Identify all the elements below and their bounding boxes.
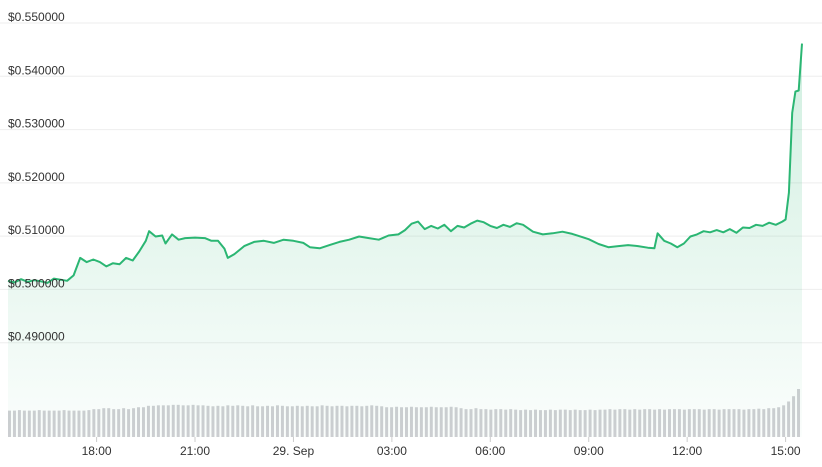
price-line: [7, 43, 803, 284]
x-tick-label: 18:00: [82, 444, 112, 458]
y-tick-label: $0.540000: [8, 63, 65, 77]
y-tick-label: $0.530000: [8, 117, 65, 131]
y-tick-label: $0.500000: [8, 276, 65, 290]
y-tick-label: $0.550000: [8, 10, 65, 24]
y-tick-label: $0.520000: [8, 170, 65, 184]
x-tick-label: 12:00: [672, 444, 702, 458]
x-axis-labels: 18:00 21:00 29. Sep 03:00 06:00 09:00 12:00 15:…: [82, 437, 801, 458]
x-tick-label: 03:00: [377, 444, 407, 458]
x-tick-label: 21:00: [180, 444, 210, 458]
x-tick-label: 29. Sep: [273, 444, 315, 458]
y-axis-labels: $0.550000 $0.540000 $0.530000 $0.520000 $0.5…: [8, 10, 65, 344]
x-tick-label: 06:00: [475, 444, 505, 458]
y-tick-label: $0.490000: [8, 330, 65, 344]
x-tick-label: 15:00: [771, 444, 801, 458]
y-tick-label: $0.510000: [8, 223, 65, 237]
price-area: [8, 43, 802, 437]
x-tick-label: 09:00: [574, 444, 604, 458]
